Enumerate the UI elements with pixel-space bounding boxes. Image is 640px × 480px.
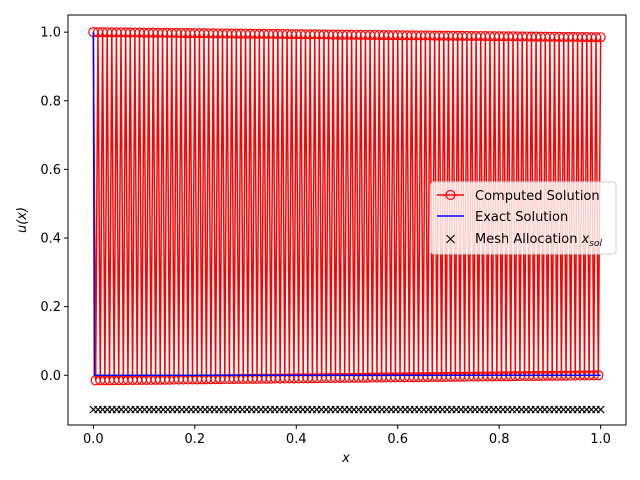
x-tick-label: 0.6 [387,432,408,447]
y-tick-label: 0.4 [40,232,61,247]
ticks-layer: 0.0 0.2 0.4 0.6 0.8 1.0 0.0 0.2 0.4 0.6 0.8 1.0 [40,26,611,447]
legend-mesh-label: Mesh Allocation xsol [475,232,602,249]
y-axis-label: u(x) [15,207,30,233]
computed-solution-point [595,32,606,43]
legend: Computed Solution Exact Solution Mesh Al… [430,181,617,255]
x-tick-label: 0.8 [489,432,510,447]
x-tick-label: 1.0 [590,432,611,447]
computed-solution-point [590,32,602,43]
series-layer [88,27,606,414]
y-tick-label: 0.0 [40,369,61,384]
exact-solution-line [92,32,601,376]
legend-computed-label: Computed Solution [475,189,600,204]
x-tick-label: 0.4 [286,432,307,447]
legend-mesh-label-var: x [581,232,590,247]
x-tick-label: 0.0 [83,432,104,447]
legend-mesh-marker [446,234,455,244]
legend-mesh-label-sub: sol [589,239,602,249]
plot-frame [67,14,627,426]
y-tick-label: 1.0 [40,26,61,41]
mesh-allocation-point [596,405,605,414]
legend-exact-label: Exact Solution [475,210,568,225]
y-tick-label: 0.2 [40,300,61,315]
legend-mesh-label-main: Mesh Allocation [475,232,582,247]
y-tick-label: 0.8 [40,94,61,109]
x-axis-label: x [341,451,350,466]
legend-computed-marker [445,189,456,201]
x-tick-label: 0.2 [184,432,205,447]
legend-frame [430,181,617,255]
y-tick-label: 0.6 [40,163,61,178]
